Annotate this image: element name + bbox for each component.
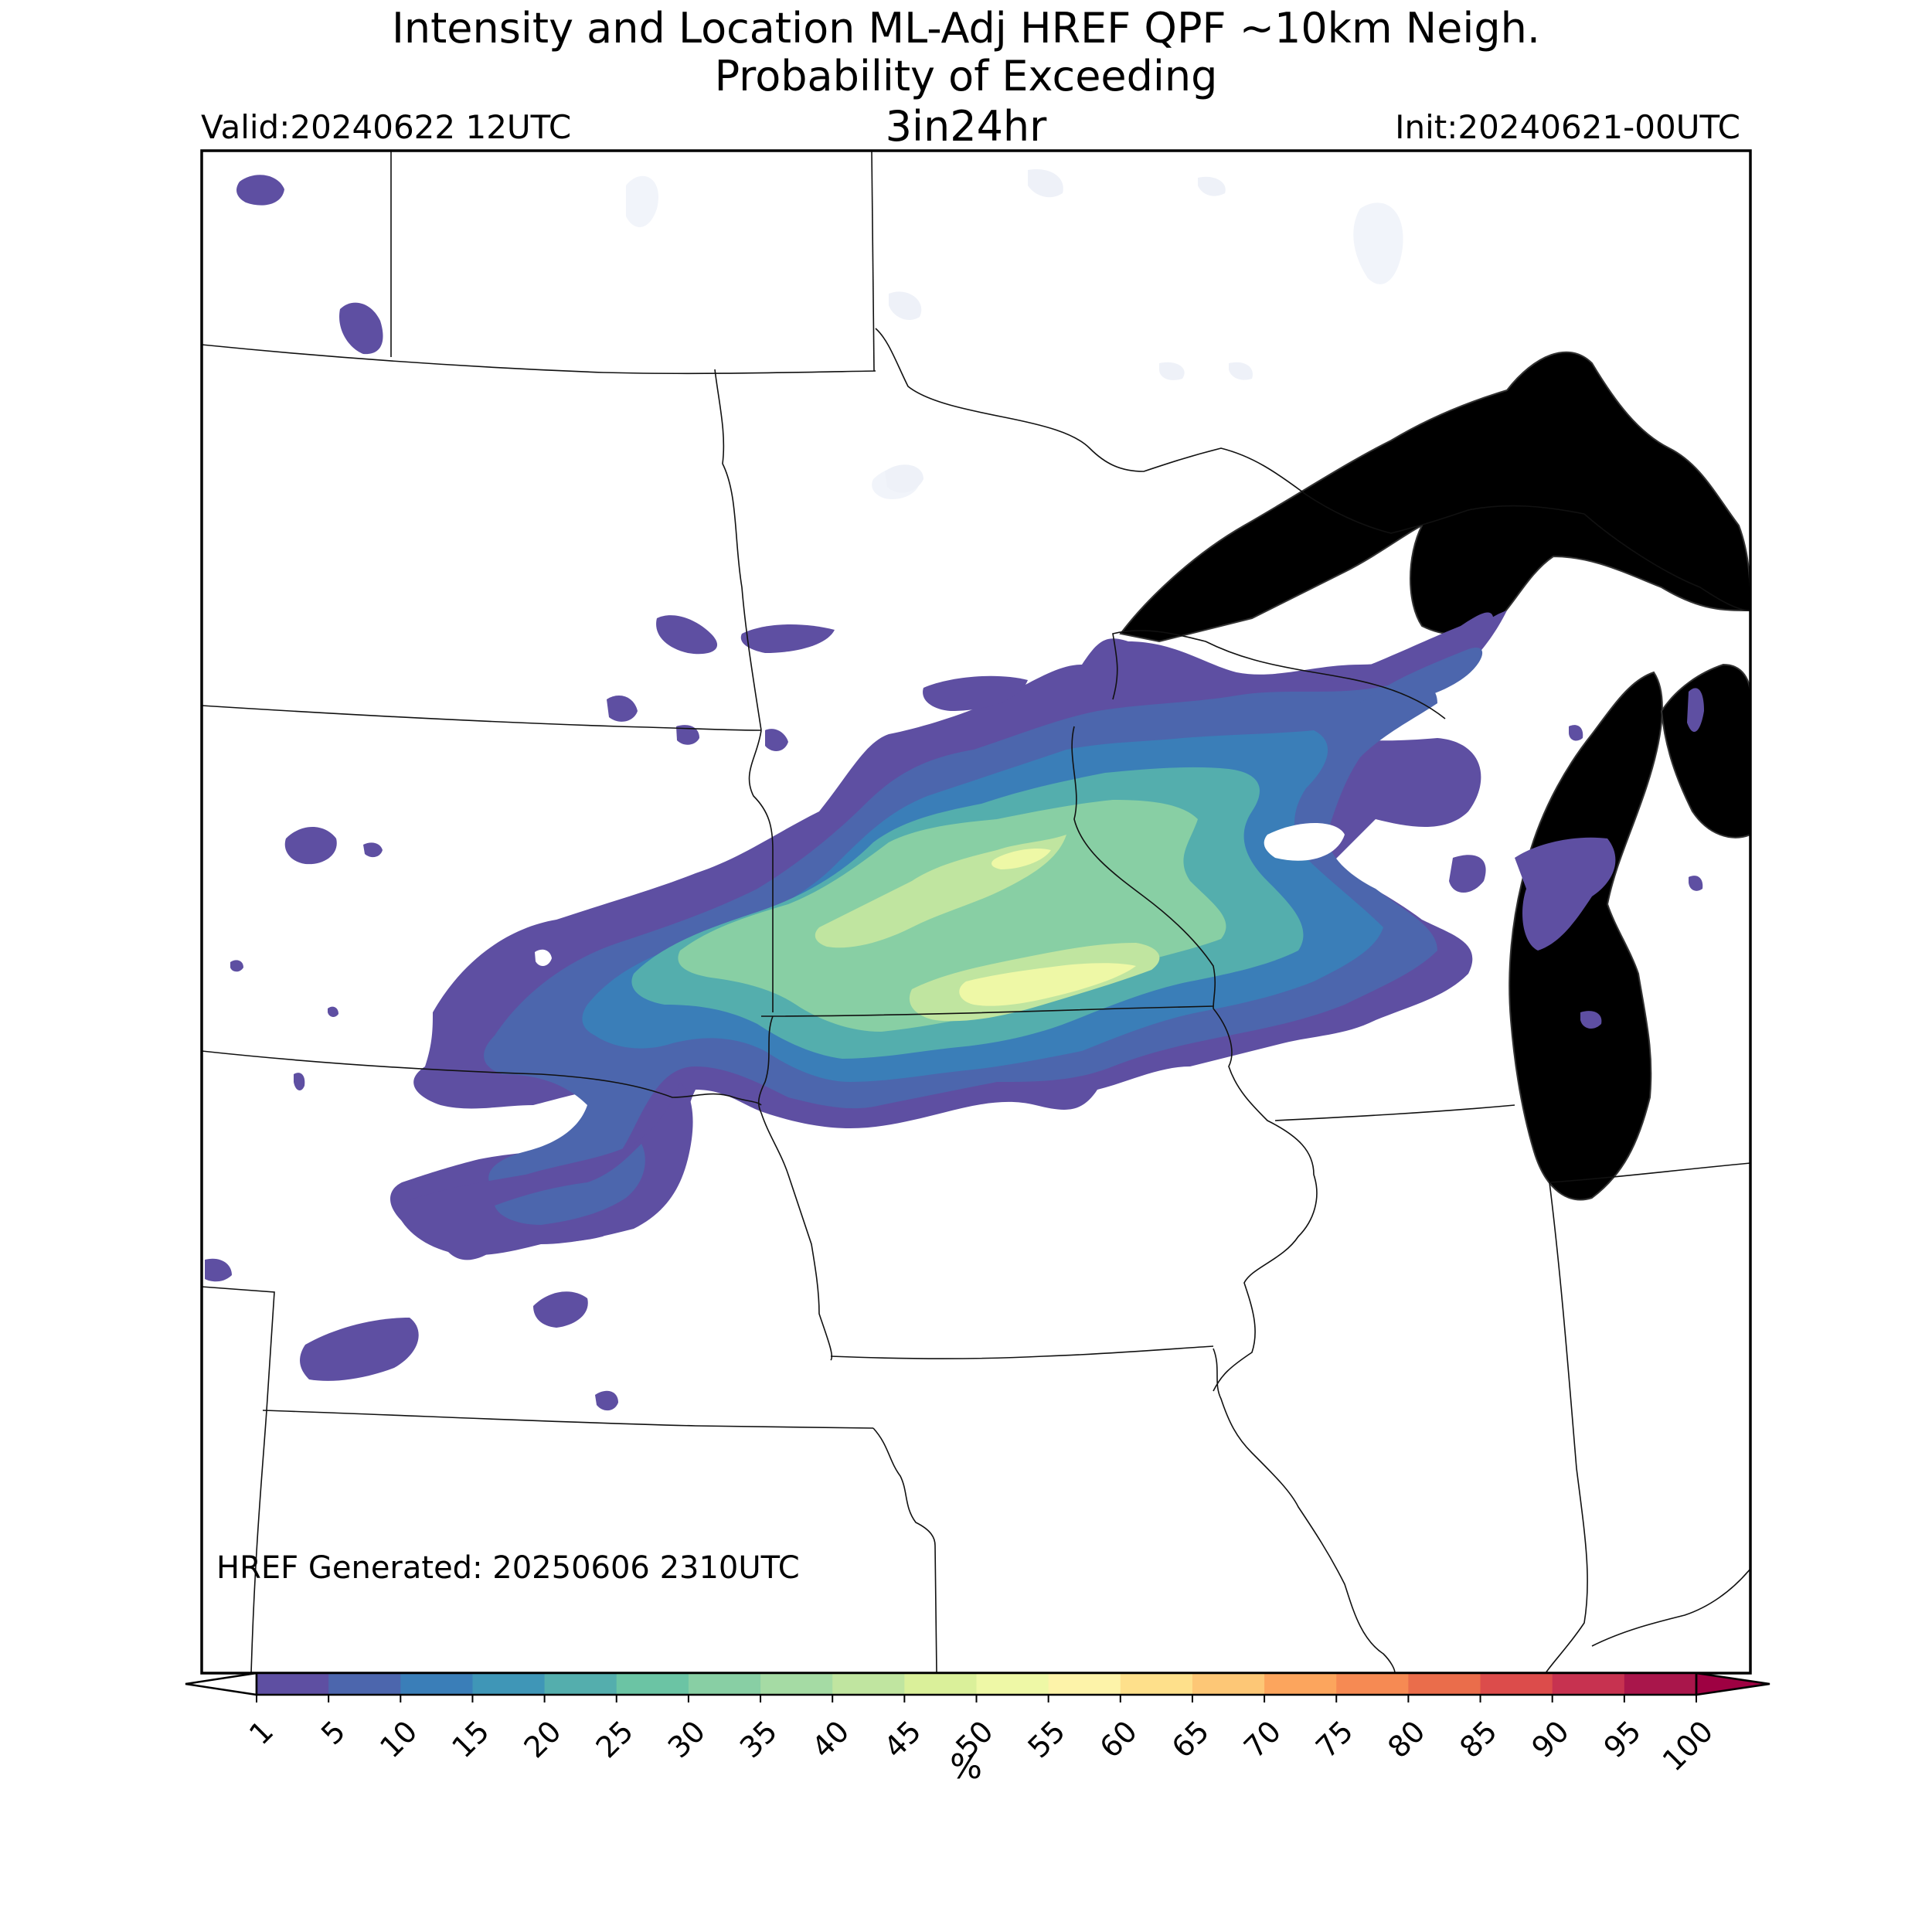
border-wi-mi-up <box>1112 630 1446 719</box>
colorbar-over-arrow <box>1695 1672 1770 1696</box>
precip-sd-blob-2 <box>363 842 383 858</box>
precip-mn-blob-2 <box>765 729 788 751</box>
border-sask-manitoba <box>871 151 875 372</box>
precip-nebraska-arm-mid <box>495 1144 645 1225</box>
precip-nd-blob-3 <box>607 696 638 722</box>
border-in-oh <box>1591 1568 1750 1647</box>
border-mn-ia <box>760 1005 1214 1017</box>
colorbar-segment <box>1480 1673 1553 1695</box>
colorbar-segment <box>328 1673 401 1695</box>
precip-small-sd <box>328 1006 338 1017</box>
great-lakes-water <box>626 175 1750 1201</box>
precip-nd-blob-4 <box>676 725 699 745</box>
colorbar-segment <box>472 1673 546 1695</box>
colorbar-segment <box>1120 1673 1193 1695</box>
border-sd-mn <box>748 730 774 1012</box>
chart-title-threshold: 3in24hr <box>885 102 1047 151</box>
colorbar-segment <box>544 1673 617 1695</box>
generated-timestamp: HREF Generated: 20250606 2310UTC <box>216 1550 800 1586</box>
precip-co-blob <box>205 1258 232 1282</box>
border-ia-wi-il <box>1213 1008 1318 1392</box>
colorbar-unit-label: % <box>950 1747 982 1787</box>
lake-superior <box>1119 351 1750 643</box>
precip-nd-blob-1 <box>656 615 718 655</box>
precip-mt-blob-2 <box>339 302 383 355</box>
colorbar-segment <box>400 1673 473 1695</box>
precip-mi-thumb <box>1449 855 1486 893</box>
precip-lower-mi-east <box>1515 837 1616 951</box>
border-ia-mo <box>830 1345 1214 1359</box>
precip-probability-shading <box>205 175 1704 1411</box>
precip-hole-wi <box>1264 823 1345 861</box>
init-time-label: Init:20240621-00UTC <box>1395 108 1740 146</box>
precip-ne-small <box>294 1073 305 1091</box>
precip-mn-blob <box>923 675 1028 711</box>
border-mi-in <box>1549 1162 1750 1183</box>
valid-time-label: Valid:20240622 12UTC <box>201 108 572 146</box>
colorbar-segment <box>976 1673 1049 1695</box>
precip-ks-blob-2 <box>533 1291 588 1328</box>
political-boundaries <box>202 151 1750 1673</box>
border-il-mo <box>1213 1348 1396 1673</box>
chart-title-line-1: Intensity and Location ML-Adj HREF QPF ~… <box>391 4 1541 53</box>
border-ne-ia <box>760 1112 833 1361</box>
border-wi-il <box>1274 1104 1515 1121</box>
colorbar-segment <box>832 1673 905 1695</box>
precip-nebraska-arm <box>394 1082 693 1256</box>
border-ne-ks <box>262 1410 874 1429</box>
precip-mi-small-1 <box>1569 725 1583 741</box>
border-co-ne <box>202 1286 275 1673</box>
precip-upper-mi <box>1360 648 1483 707</box>
border-mn-ontario <box>875 328 1585 534</box>
precip-small-nd <box>230 960 243 972</box>
border-il-in <box>1545 1182 1588 1673</box>
precip-ks-small <box>595 1390 618 1411</box>
border-sd-ia <box>757 1015 774 1114</box>
colorbar-segment <box>1192 1673 1265 1695</box>
colorbar-segment <box>1408 1673 1481 1695</box>
precip-ks-blob-1 <box>300 1318 419 1381</box>
border-upper-mi-ontario <box>1583 513 1750 611</box>
border-nd-mn <box>714 369 762 731</box>
colorbar-segment <box>688 1673 761 1695</box>
colorbar-segment <box>1048 1673 1121 1695</box>
colorbar-segment <box>1336 1673 1409 1695</box>
precip-sd-blob <box>284 827 337 865</box>
border-sd-ne <box>202 1050 762 1106</box>
colorbar-segment <box>1624 1673 1697 1695</box>
lake-michigan <box>1509 671 1663 1201</box>
northern-lake-1 <box>1353 202 1403 284</box>
colorbar-segment <box>616 1673 689 1695</box>
colorbar-segment <box>760 1673 833 1695</box>
precip-mi-small-4 <box>1580 1011 1602 1029</box>
chart-title-line-2: Probability of Exceeding <box>714 52 1218 100</box>
colorbar-segment <box>904 1673 977 1695</box>
border-canada-us <box>202 344 876 375</box>
colorbar-segment <box>1264 1673 1337 1695</box>
minor-water-features <box>885 169 1253 493</box>
colorbar-segment <box>257 1673 329 1695</box>
precip-main-peak <box>959 849 1136 1006</box>
precip-mt-blob-1 <box>236 175 284 206</box>
precip-hole-sd <box>535 949 552 966</box>
precip-mi-small-2 <box>1687 688 1704 732</box>
precip-nd-blob-2 <box>740 624 835 653</box>
border-mn-wi <box>1071 726 1216 1009</box>
border-nd-sd <box>202 705 762 731</box>
border-ks-mo <box>872 1427 937 1673</box>
colorbar-segment <box>1552 1673 1625 1695</box>
precip-mi-small-3 <box>1689 876 1703 891</box>
lake-winnipeg-fragment <box>626 175 658 227</box>
colorbar-under-arrow <box>185 1672 258 1696</box>
